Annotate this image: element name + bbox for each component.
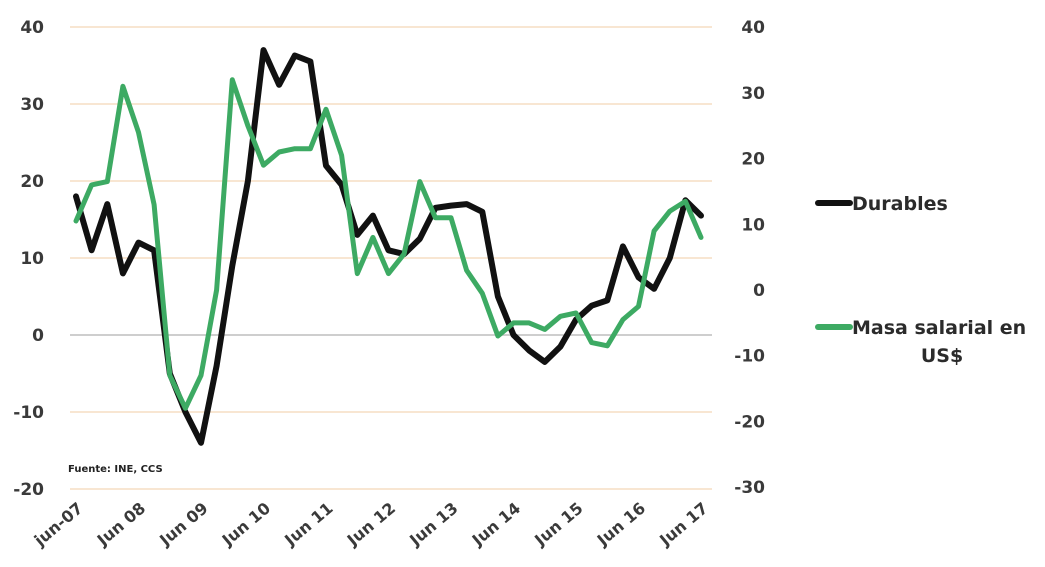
left-tick-label: 10 (20, 249, 44, 269)
legend: Durables Masa salarial en US$ (815, 193, 1026, 367)
right-axis-ticks: 40 30 20 10 0 -10 -20 -30 (734, 18, 765, 498)
x-tick-label: Jun 16 (593, 499, 649, 551)
x-tick-label: Jun 15 (530, 499, 586, 551)
legend-label-line2: US$ (921, 345, 963, 367)
legend-label: Durables (852, 193, 948, 215)
left-tick-label: 0 (32, 326, 44, 346)
right-tick-label: 30 (741, 84, 765, 104)
x-tick-label: jun-07 (30, 499, 87, 551)
series-line-masa-salarial (73, 77, 704, 411)
series-line-durables (73, 47, 704, 446)
left-tick-label: 30 (20, 95, 44, 115)
x-tick-label: Jun 12 (343, 499, 399, 551)
gridlines (70, 26, 712, 490)
left-axis-ticks: 40 30 20 10 0 -10 -20 (13, 18, 44, 500)
left-tick-label: -20 (13, 480, 44, 500)
legend-label: Masa salarial en (852, 317, 1026, 339)
left-tick-label: -10 (13, 403, 44, 423)
x-axis-ticks: jun-07 Jun 08 Jun 09 Jun 10 Jun 11 Jun 12 Jun … (30, 499, 712, 551)
x-tick-label: Jun 08 (93, 499, 149, 551)
right-tick-label: -10 (734, 347, 765, 367)
right-tick-label: -20 (734, 412, 765, 432)
x-tick-label: Jun 09 (155, 499, 211, 551)
series-lines (73, 47, 704, 446)
right-tick-label: 0 (753, 281, 765, 301)
x-tick-label: Jun 10 (218, 499, 274, 551)
x-tick-label: Jun 14 (468, 499, 524, 551)
left-tick-label: 20 (20, 172, 44, 192)
right-tick-label: 20 (741, 150, 765, 170)
x-tick-label: Jun 13 (405, 499, 461, 551)
left-tick-label: 40 (20, 18, 44, 38)
source-note: Fuente: INE, CCS (68, 464, 163, 475)
right-tick-label: 40 (741, 18, 765, 38)
x-tick-label: Jun 11 (280, 499, 336, 551)
x-tick-label: Jun 17 (655, 499, 711, 551)
right-tick-label: 10 (741, 215, 765, 235)
right-tick-label: -30 (734, 478, 765, 498)
